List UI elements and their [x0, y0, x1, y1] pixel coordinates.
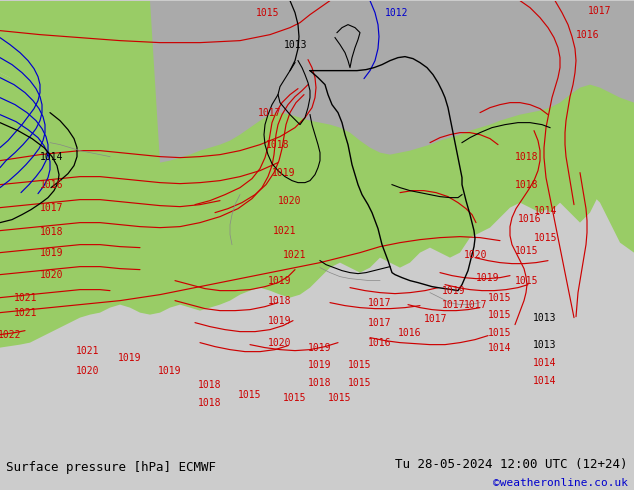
- Text: 1015: 1015: [534, 233, 558, 243]
- Text: 1015: 1015: [238, 390, 262, 400]
- Text: 1018: 1018: [268, 295, 292, 306]
- Text: 1013: 1013: [533, 313, 557, 322]
- Text: 1019: 1019: [268, 275, 292, 286]
- Text: 1018: 1018: [308, 378, 332, 388]
- Text: 1018: 1018: [515, 151, 539, 162]
- Text: 1015: 1015: [328, 392, 352, 403]
- Polygon shape: [0, 73, 30, 143]
- Text: 1020: 1020: [76, 366, 100, 376]
- Text: 1015: 1015: [488, 310, 512, 319]
- Text: 1017: 1017: [443, 299, 466, 310]
- Text: 1020: 1020: [278, 196, 302, 206]
- Text: 1014: 1014: [534, 206, 558, 216]
- Text: 1019: 1019: [268, 316, 292, 326]
- Text: 1017: 1017: [424, 314, 448, 323]
- Text: 1016: 1016: [518, 214, 541, 223]
- Text: 1021: 1021: [76, 345, 100, 356]
- Text: 1022: 1022: [0, 330, 22, 340]
- Text: 1015: 1015: [488, 293, 512, 303]
- Text: 1015: 1015: [348, 378, 372, 388]
- Text: ©weatheronline.co.uk: ©weatheronline.co.uk: [493, 478, 628, 488]
- Text: 1016: 1016: [368, 338, 392, 347]
- Text: 1020: 1020: [464, 249, 488, 260]
- Text: 1015: 1015: [515, 245, 539, 256]
- Text: 1019: 1019: [158, 366, 182, 376]
- Text: 1015: 1015: [348, 360, 372, 369]
- Text: 1018: 1018: [515, 180, 539, 190]
- Text: 1019: 1019: [272, 168, 295, 177]
- Text: 1014: 1014: [533, 376, 557, 386]
- Text: Tu 28-05-2024 12:00 UTC (12+24): Tu 28-05-2024 12:00 UTC (12+24): [395, 458, 628, 471]
- Text: 1018: 1018: [198, 380, 222, 390]
- Text: 1021: 1021: [273, 225, 297, 236]
- Text: 1015: 1015: [256, 8, 280, 18]
- Text: Surface pressure [hPa] ECMWF: Surface pressure [hPa] ECMWF: [6, 462, 216, 474]
- Text: 1014: 1014: [40, 151, 64, 162]
- Text: 1017: 1017: [464, 299, 488, 310]
- Polygon shape: [150, 0, 634, 163]
- Text: 1014: 1014: [533, 358, 557, 368]
- Text: 1017: 1017: [368, 297, 392, 308]
- Text: 1016: 1016: [576, 29, 600, 40]
- Polygon shape: [410, 0, 634, 253]
- Text: 1018: 1018: [198, 397, 222, 408]
- Text: 1018: 1018: [40, 226, 64, 237]
- Text: 1020: 1020: [40, 270, 64, 280]
- Text: 1015: 1015: [515, 275, 539, 286]
- Text: 1017: 1017: [40, 203, 64, 213]
- Text: 1015: 1015: [283, 392, 307, 403]
- Text: 1021: 1021: [283, 249, 307, 260]
- Text: 1013: 1013: [533, 340, 557, 350]
- Text: 1020: 1020: [268, 338, 292, 347]
- Text: 1019: 1019: [476, 272, 500, 283]
- Text: 1017: 1017: [588, 5, 612, 16]
- Text: 1021: 1021: [14, 308, 38, 318]
- Text: 1019: 1019: [308, 360, 332, 369]
- Text: 1017: 1017: [258, 108, 281, 118]
- Text: 1016: 1016: [40, 180, 64, 190]
- Text: 1016: 1016: [398, 328, 422, 338]
- Text: 1012: 1012: [385, 8, 409, 18]
- Text: 1017: 1017: [368, 318, 392, 328]
- Text: 1019: 1019: [119, 353, 142, 363]
- Text: 1019: 1019: [443, 286, 466, 295]
- Text: 1013: 1013: [284, 40, 307, 49]
- Text: 1019: 1019: [40, 247, 64, 258]
- Polygon shape: [0, 0, 634, 347]
- Text: 1015: 1015: [488, 328, 512, 338]
- Text: 1021: 1021: [14, 293, 38, 303]
- Text: 1018: 1018: [266, 140, 290, 149]
- Text: 1014: 1014: [488, 343, 512, 353]
- Text: 1019: 1019: [308, 343, 332, 353]
